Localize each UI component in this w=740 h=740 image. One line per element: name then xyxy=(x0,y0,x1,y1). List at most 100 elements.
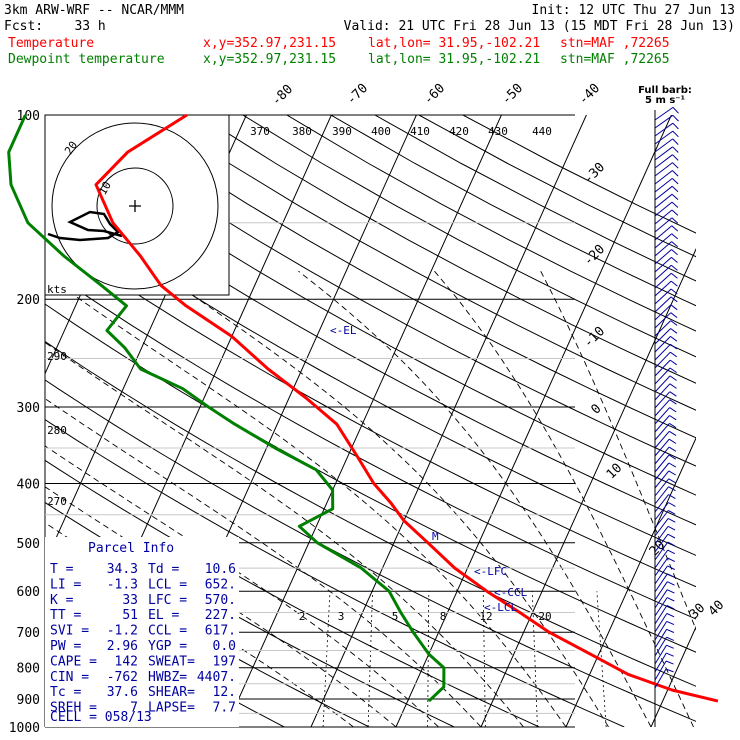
wind-barb-flag xyxy=(669,399,677,405)
wind-barb xyxy=(654,241,672,257)
isotherm-label: -70 xyxy=(344,81,371,108)
wind-barb xyxy=(654,280,672,297)
wind-barb-flag xyxy=(670,312,678,318)
isotherm-label: -80 xyxy=(269,82,296,109)
wind-barb-flag xyxy=(669,375,677,381)
sounding-profiles xyxy=(7,113,719,703)
isotherm-label: -40 xyxy=(576,81,603,108)
parcel-info-value: 652. xyxy=(205,577,236,592)
isotherm-label: 40 xyxy=(706,598,728,620)
mixing-ratio-label: 3 xyxy=(338,610,345,623)
wind-barb xyxy=(654,162,673,177)
wind-barb xyxy=(654,383,671,401)
moist-adiabat xyxy=(540,270,696,631)
wind-barb xyxy=(654,122,674,137)
wind-barb-flag xyxy=(669,430,677,437)
parcel-info-value: 197 xyxy=(213,654,236,669)
moist-adiabat xyxy=(434,270,694,727)
wind-barb xyxy=(654,636,667,657)
dewpoint-line xyxy=(7,114,446,703)
wind-barb-flag xyxy=(667,581,675,586)
wind-barb xyxy=(654,146,673,161)
parcel-info-value: 142 xyxy=(115,654,138,669)
wind-barb xyxy=(654,272,672,289)
mixing-ratio-label: 20 xyxy=(538,610,551,623)
wind-barb xyxy=(654,138,673,153)
model-title: 3km ARW-WRF -- NCAR/MMM xyxy=(4,3,184,18)
wind-barb xyxy=(654,510,669,529)
wind-barb-flag xyxy=(665,660,674,665)
theta-label: 290 xyxy=(47,350,67,363)
wind-barb xyxy=(654,668,667,689)
wind-barb xyxy=(654,328,671,345)
isotherm-label: 0 xyxy=(588,401,604,417)
pressure-tick-label: 500 xyxy=(17,537,40,552)
wind-barb xyxy=(654,170,673,185)
theta-label: 390 xyxy=(332,125,352,138)
wind-barb-flag xyxy=(667,557,676,563)
temperature-line xyxy=(94,113,719,703)
parcel-info-label: SHEAR= xyxy=(148,685,195,700)
wind-barb xyxy=(654,375,671,393)
parcel-info-value: 12. xyxy=(213,685,236,700)
wind-barb xyxy=(654,430,670,449)
parcel-info-label: LCL = xyxy=(148,577,187,592)
pressure-tick-label: 700 xyxy=(17,626,40,641)
parcel-info-label: LFC = xyxy=(148,593,187,608)
wind-barb xyxy=(654,597,668,617)
isotherm-label: 30 xyxy=(687,601,709,623)
wind-barb-flag xyxy=(668,502,676,507)
parcel-info-value: 7.7 xyxy=(213,701,236,716)
hodograph-ring-label-20: 20 xyxy=(62,139,80,157)
wind-barb-flag xyxy=(669,407,677,413)
wind-barb xyxy=(654,201,673,217)
pressure-tick-label: 100 xyxy=(17,109,40,124)
wind-barb xyxy=(654,589,668,609)
barb-legend-units: 5 m s⁻¹ xyxy=(645,95,685,106)
parcel-level-annotations: <-EL <-LFC <-CCL <-LCL M xyxy=(330,324,527,614)
wind-barb-flag xyxy=(671,193,679,200)
wind-barb xyxy=(654,209,673,225)
wind-barb-flag xyxy=(666,628,675,633)
wind-barb-flag xyxy=(667,517,676,523)
isotherm xyxy=(310,115,587,727)
parcel-info: Parcel Info T = 34.3 Td = 10.6 LI = -1.3 LCL =… xyxy=(50,541,236,725)
theta-label: 280 xyxy=(47,424,67,437)
wind-barb-flag xyxy=(669,415,677,421)
wind-barb xyxy=(654,154,673,169)
parcel-info-label: K = xyxy=(50,593,74,608)
isotherm-label: -50 xyxy=(499,81,526,108)
wind-barb-flag xyxy=(671,233,679,240)
isotherm xyxy=(736,115,740,727)
wind-barb-flag xyxy=(667,565,675,570)
wind-barb xyxy=(654,114,674,129)
parcel-info-value: 2.96 xyxy=(107,639,138,654)
wind-barb xyxy=(654,359,671,377)
mixing-ratio-label: 2 xyxy=(299,610,306,623)
wind-barb-flag xyxy=(666,636,675,641)
parcel-info-label: EL = xyxy=(148,608,179,623)
pressure-tick-label: 1000 xyxy=(9,721,40,736)
parcel-info-label: CAPE = xyxy=(50,654,97,669)
wind-barb-flag xyxy=(668,510,676,515)
parcel-info-value: 7 xyxy=(130,701,138,716)
isotherm xyxy=(225,115,502,727)
wind-barb xyxy=(654,233,673,249)
moist-adiabat xyxy=(298,270,652,727)
isotherm xyxy=(480,248,696,727)
parcel-info-box xyxy=(45,537,239,727)
wind-barb xyxy=(654,652,667,673)
annotation-label: <-CCL xyxy=(494,586,527,599)
theta-label: 420 xyxy=(449,125,469,138)
parcel-info-label: YGP = xyxy=(148,639,187,654)
theta-label: 430 xyxy=(488,125,508,138)
wind-barb xyxy=(654,423,670,441)
parcel-info-label: SVI = xyxy=(50,624,89,639)
wind-barb-flag xyxy=(666,613,675,618)
annotation-label: M xyxy=(432,530,439,543)
wind-barb-flag xyxy=(668,494,676,500)
isotherm xyxy=(395,115,672,727)
theta-label: 370 xyxy=(250,125,270,138)
dry-adiabat xyxy=(242,115,696,358)
